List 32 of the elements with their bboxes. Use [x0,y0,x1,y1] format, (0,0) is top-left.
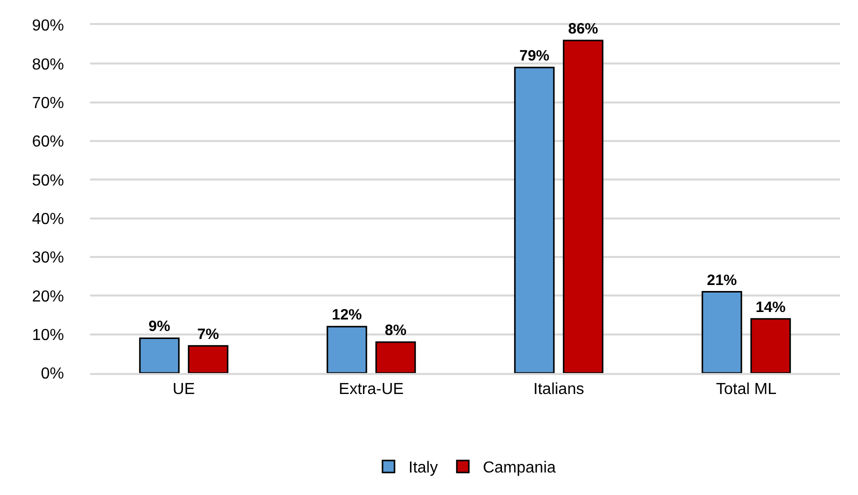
bar [375,341,416,373]
legend-label: Italy [408,460,438,477]
y-tick-label: 10% [32,326,64,344]
y-tick-label: 20% [32,288,64,306]
bar [562,40,604,373]
x-tick-label: Italians [533,380,584,398]
data-label: 8% [384,322,406,340]
data-label: 86% [568,20,598,38]
bar [139,337,180,373]
y-tick-label: 80% [32,56,64,74]
bar [750,318,791,373]
y-tick-label: 30% [32,250,64,267]
bar [702,291,742,373]
x-tick-label: Total ML [716,380,777,398]
y-tick-label: 50% [32,172,64,190]
data-label: 7% [197,326,219,343]
data-label: 21% [706,272,737,289]
y-tick-label: 0% [40,366,64,383]
legend-label: Campania [482,460,556,477]
x-tick-label: UE [172,380,195,398]
data-label: 79% [519,48,550,65]
y-tick-label: 70% [32,94,64,112]
data-label: 9% [148,318,170,336]
bar [188,345,228,373]
y-tick-label: 60% [32,134,64,151]
data-label: 14% [756,298,786,316]
bar [326,326,368,373]
x-tick-label: Extra-UE [338,380,404,398]
y-tick-label: 90% [32,18,64,35]
data-label: 12% [332,306,362,324]
y-tick-label: 40% [32,210,64,228]
bar [514,66,555,373]
